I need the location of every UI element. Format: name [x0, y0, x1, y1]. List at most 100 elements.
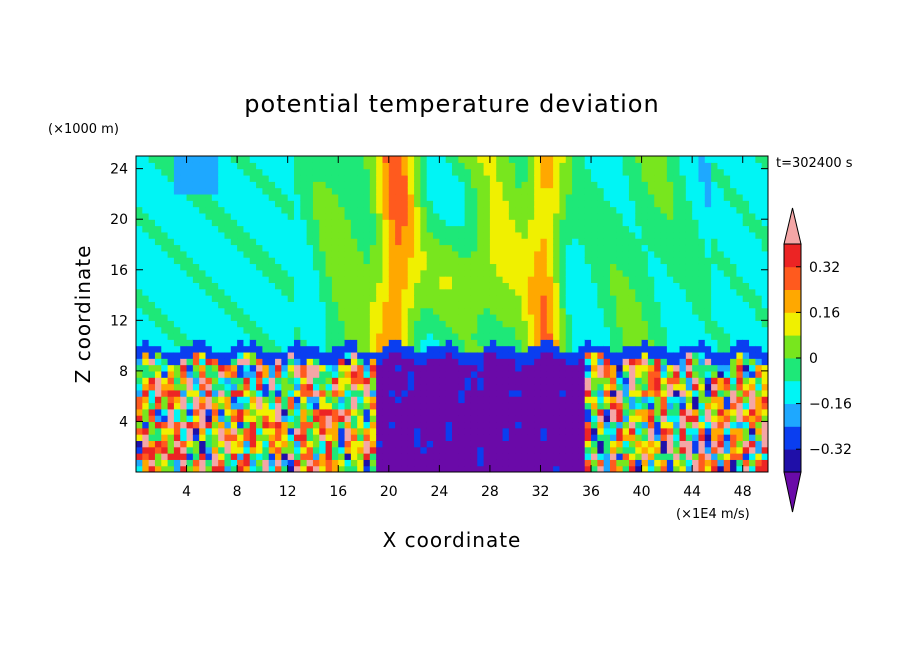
- heatmap-cell: [224, 162, 232, 170]
- heatmap-cell: [679, 200, 687, 208]
- heatmap-cell: [508, 314, 516, 321]
- heatmap-cell: [287, 453, 295, 460]
- heatmap-cell: [559, 301, 567, 309]
- heatmap-cell: [527, 320, 535, 328]
- heatmap-cell: [300, 396, 308, 404]
- heatmap-cell: [635, 364, 643, 372]
- heatmap-cell: [275, 446, 282, 454]
- heatmap-cell: [540, 332, 548, 340]
- heatmap-cell: [186, 187, 194, 195]
- heatmap-cell: [445, 364, 453, 372]
- heatmap-cell: [540, 453, 548, 460]
- heatmap-cell: [673, 396, 681, 404]
- heatmap-cell: [685, 427, 693, 435]
- heatmap-cell: [565, 231, 573, 239]
- heatmap-cell: [186, 206, 194, 214]
- heatmap-cell: [237, 231, 245, 239]
- heatmap-cell: [540, 459, 548, 467]
- heatmap-cell: [173, 440, 181, 448]
- heatmap-cell: [749, 206, 756, 214]
- heatmap-cell: [723, 351, 731, 359]
- heatmap-cell: [673, 351, 681, 359]
- heatmap-cell: [369, 326, 377, 334]
- heatmap-cell: [262, 219, 270, 227]
- heatmap-cell: [470, 288, 478, 296]
- heatmap-cell: [628, 231, 636, 239]
- heatmap-cell: [230, 345, 238, 353]
- heatmap-cell: [641, 408, 649, 416]
- heatmap-cell: [584, 307, 592, 315]
- heatmap-cell: [344, 383, 352, 391]
- heatmap-cell: [647, 389, 655, 397]
- heatmap-cell: [224, 250, 232, 258]
- heatmap-cell: [679, 225, 687, 233]
- heatmap-cell: [312, 332, 320, 340]
- heatmap-cell: [338, 427, 346, 435]
- heatmap-cell: [553, 263, 561, 271]
- heatmap-cell: [376, 156, 384, 163]
- heatmap-cell: [616, 402, 624, 410]
- heatmap-cell: [559, 421, 567, 429]
- heatmap-cell: [167, 307, 175, 315]
- heatmap-cell: [312, 212, 320, 220]
- heatmap-cell: [256, 440, 263, 448]
- heatmap-cell: [275, 250, 282, 258]
- heatmap-cell: [395, 276, 403, 283]
- heatmap-cell: [673, 187, 681, 195]
- heatmap-cell: [281, 269, 289, 277]
- heatmap-cell: [180, 276, 188, 283]
- heatmap-cell: [470, 415, 478, 423]
- heatmap-cell: [515, 219, 523, 227]
- heatmap-cell: [287, 332, 295, 340]
- heatmap-cell: [363, 415, 371, 423]
- heatmap-cell: [572, 225, 579, 233]
- heatmap-cell: [761, 402, 768, 410]
- heatmap-cell: [167, 244, 175, 252]
- heatmap-cell: [591, 402, 598, 410]
- heatmap-cell: [148, 307, 156, 315]
- heatmap-cell: [445, 187, 453, 195]
- heatmap-cell: [211, 427, 219, 435]
- heatmap-cell: [635, 156, 643, 163]
- heatmap-cell: [483, 440, 491, 448]
- heatmap-cell: [496, 244, 504, 252]
- heatmap-cell: [331, 465, 339, 472]
- heatmap-cell: [401, 320, 409, 328]
- heatmap-cell: [199, 200, 207, 208]
- heatmap-cell: [591, 307, 598, 315]
- heatmap-cell: [338, 377, 346, 385]
- heatmap-cell: [281, 332, 289, 340]
- heatmap-cell: [268, 314, 276, 321]
- heatmap-cell: [635, 339, 643, 347]
- heatmap-cell: [616, 377, 624, 385]
- heatmap-cell: [698, 453, 706, 460]
- heatmap-cell: [350, 301, 358, 309]
- heatmap-cell: [723, 320, 731, 328]
- heatmap-cell: [344, 212, 352, 220]
- heatmap-cell: [679, 219, 687, 227]
- heatmap-cell: [603, 257, 611, 265]
- heatmap-cell: [186, 212, 194, 220]
- heatmap-cell: [300, 389, 308, 397]
- heatmap-cell: [173, 269, 181, 277]
- heatmap-cell: [199, 389, 207, 397]
- heatmap-cell: [205, 269, 213, 277]
- heatmap-cell: [357, 351, 365, 359]
- heatmap-cell: [673, 383, 681, 391]
- heatmap-cell: [350, 187, 358, 195]
- chart-title: potential temperature deviation: [244, 90, 659, 118]
- heatmap-cell: [458, 257, 466, 265]
- heatmap-cell: [527, 446, 535, 454]
- heatmap-cell: [331, 446, 339, 454]
- heatmap-cell: [660, 200, 668, 208]
- heatmap-cell: [452, 212, 459, 220]
- heatmap-cell: [565, 377, 573, 385]
- heatmap-cell: [559, 427, 567, 435]
- heatmap-cell: [300, 200, 308, 208]
- heatmap-cell: [363, 459, 371, 467]
- heatmap-cell: [136, 307, 143, 315]
- heatmap-cell: [559, 307, 567, 315]
- heatmap-cell: [704, 351, 712, 359]
- heatmap-cell: [433, 168, 440, 176]
- heatmap-cell: [382, 383, 390, 391]
